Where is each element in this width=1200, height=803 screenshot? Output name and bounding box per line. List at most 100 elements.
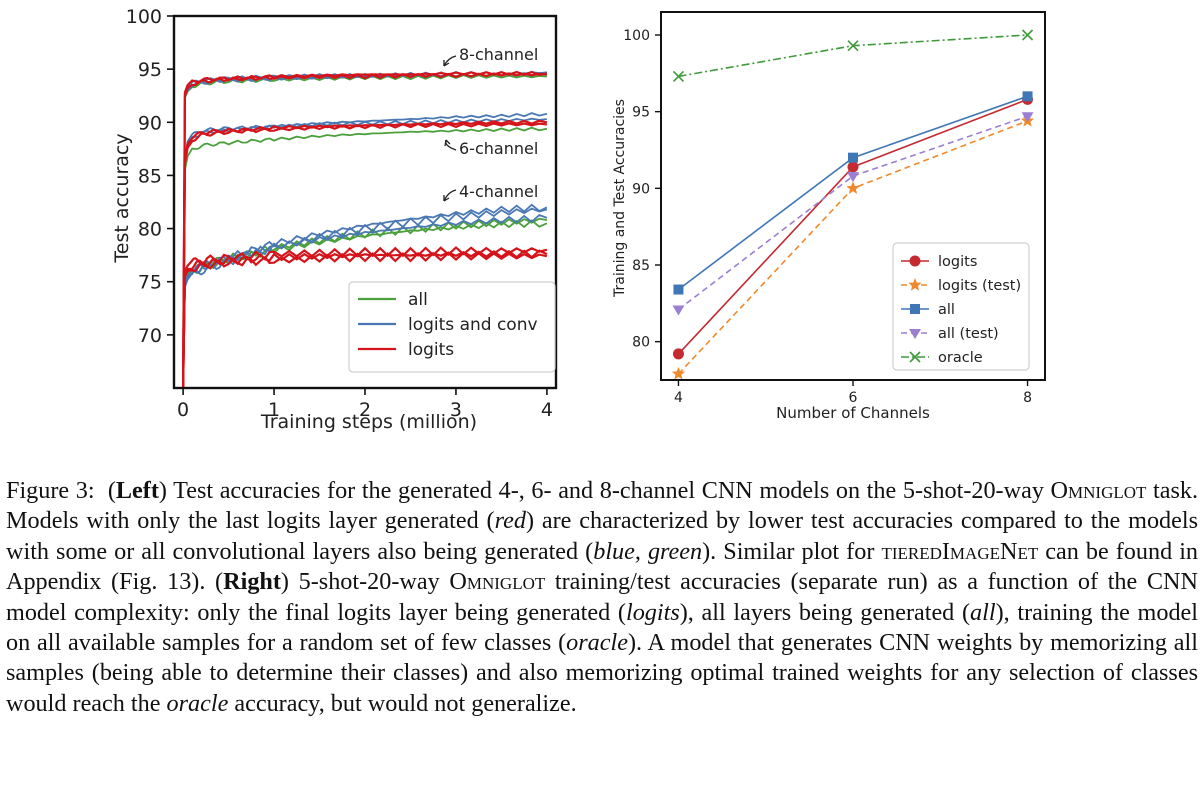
right-legend-marker-all — [910, 304, 920, 314]
left-y-ticks: 70 75 80 85 90 95 100 — [126, 6, 174, 347]
left-x-axis-label: Training steps (million) — [260, 411, 477, 433]
left-legend-label-logits: logits — [408, 340, 454, 360]
left-legend-label-all: all — [408, 290, 428, 310]
caption-dataset-tieredimagenet: tieredImageNet — [881, 537, 1039, 565]
caption-left-label: Left — [115, 477, 159, 504]
right-legend-swatches — [901, 255, 929, 363]
right-chart-panel: 80 85 90 95 100 4 6 8 Training and Test Accura… — [590, 0, 1200, 450]
figure-caption: Figure 3: (Left) Test accuracies for the… — [6, 476, 1198, 719]
right-point-oracle — [672, 70, 685, 82]
caption-left-text-3: ) are characterized by lower test accura… — [6, 507, 1198, 565]
right-legend: logits logits (test) all all (test) orac… — [892, 242, 1030, 371]
right-point-oracle — [1021, 29, 1034, 41]
left-y-tick-label: 95 — [138, 59, 162, 81]
right-legend-label-logits-test: logits (test) — [938, 278, 1021, 294]
left-y-tick-label: 85 — [138, 165, 162, 187]
annotation-label-8-channel: 8-channel — [459, 45, 538, 64]
left-y-tick-label: 75 — [138, 272, 162, 294]
left-y-tick-label: 80 — [138, 219, 162, 241]
caption-right-text-1: 5-shot-20-way — [298, 568, 440, 596]
right-y-tick-label: 95 — [632, 105, 650, 121]
left-chart: 70 75 80 85 90 95 100 0 1 2 3 4 Test accuracy Trai… — [111, 6, 558, 433]
left-x-tick-label: 3 — [450, 399, 462, 421]
annotation-label-4-channel: 4-channel — [459, 182, 538, 201]
right-point-logits-test — [846, 181, 860, 194]
caption-right-text-2: training/test accuracies (separate run) … — [6, 568, 1198, 626]
caption-right-text-4: ), training the model on all available s… — [6, 598, 1198, 657]
caption-red-word: red — [494, 507, 526, 535]
caption-oracle-word: oracle — [566, 629, 628, 657]
right-x-axis-label: Number of Channels — [776, 404, 930, 422]
right-chart: 80 85 90 95 100 4 6 8 Training and Test Accura… — [612, 11, 1046, 422]
right-legend-marker-oracle — [909, 351, 921, 363]
caption-paragraph: Figure 3: (Left) Test accuracies for the… — [6, 477, 1199, 717]
left-y-tick-label: 70 — [138, 325, 162, 347]
caption-dataset-omniglot-2: Omniglot — [449, 568, 546, 596]
right-point-all-test — [672, 305, 685, 316]
caption-left-text-2: task. Models with only the last logits l… — [6, 477, 1199, 535]
right-point-logits — [847, 161, 859, 173]
left-y-tick-label: 100 — [126, 6, 162, 28]
caption-oracle-word-2: oracle — [166, 689, 229, 717]
right-point-logits-test — [671, 366, 686, 380]
right-x-tick-label: 8 — [1023, 390, 1032, 406]
right-y-ticks: 80 85 90 95 100 — [623, 28, 661, 351]
right-x-ticks: 4 6 8 — [674, 380, 1032, 406]
left-chart-series — [182, 70, 548, 389]
right-legend-marker-logits-test — [908, 278, 922, 291]
right-point-all-test — [847, 172, 859, 183]
caption-right-text-6: accuracy, but would not generalize. — [234, 689, 577, 717]
left-y-tick-label: 90 — [138, 112, 162, 134]
right-legend-label-all: all — [938, 302, 955, 318]
left-series-4-channel-logits — [182, 246, 548, 389]
left-x-tick-label: 0 — [177, 399, 189, 421]
left-x-tick-label: 2 — [359, 399, 371, 421]
annotation-label-6-channel: 6-channel — [459, 139, 538, 158]
caption-left-text-4: ). Similar plot for — [702, 537, 875, 565]
left-y-axis-label: Test accuracy — [111, 133, 133, 263]
right-legend-box — [892, 242, 1030, 371]
right-y-tick-label: 80 — [632, 335, 650, 351]
left-x-tick-label: 4 — [541, 399, 553, 421]
right-y-tick-label: 100 — [623, 28, 650, 44]
caption-blue-green-words: blue, green — [593, 537, 703, 565]
left-x-ticks: 0 1 2 3 4 — [177, 388, 553, 421]
right-series-line-oracle — [678, 34, 1028, 78]
left-x-tick-label: 1 — [268, 399, 280, 421]
caption-right-label: Right — [223, 568, 281, 596]
left-legend: all logits and conv logits — [348, 281, 556, 373]
right-x-tick-label: 6 — [849, 390, 858, 406]
right-legend-marker-logits — [909, 255, 921, 267]
right-y-tick-label: 85 — [632, 258, 650, 274]
left-legend-label-logits-and-conv: logits and conv — [408, 315, 538, 335]
caption-left-text-5: can be found in Appendix (Fig. 13). — [6, 537, 1199, 596]
right-legend-label-all-test: all (test) — [938, 326, 999, 342]
annotation-8-channel: 8-channel — [443, 45, 538, 67]
left-series-4-channel-logits-and-conv — [182, 213, 548, 389]
right-point-all — [673, 284, 684, 295]
caption-logits-word: logits — [625, 598, 680, 626]
right-legend-label-oracle: oracle — [938, 350, 983, 366]
right-point-all — [1022, 91, 1033, 102]
right-x-tick-label: 4 — [674, 390, 683, 406]
right-point-oracle — [847, 40, 859, 52]
caption-figure-label: Figure 3: — [6, 477, 95, 504]
right-point-logits — [672, 348, 684, 360]
right-point-all — [848, 152, 858, 163]
left-chart-panel: 70 75 80 85 90 95 100 0 1 2 3 4 Test accuracy Trai… — [0, 0, 580, 450]
caption-all-word: all — [970, 598, 996, 626]
caption-right-text-5: ). A model that generates CNN weights by… — [6, 629, 1198, 717]
left-series-4-channel-logits — [182, 251, 548, 389]
left-series-6-channel-logits-and-conv — [182, 117, 547, 389]
left-legend-box — [348, 281, 556, 373]
annotation-6-channel: 6-channel — [444, 139, 538, 158]
right-y-axis-label: Training and Test Accuracies — [612, 99, 628, 298]
left-series-4-channel-logits-and-conv — [182, 207, 548, 389]
caption-left-text-1: Test accuracies for the generated 4-, 6-… — [173, 477, 1044, 504]
annotation-4-channel: 4-channel — [443, 182, 538, 202]
right-series-line-all-test — [678, 115, 1028, 311]
left-series-6-channel-all — [182, 126, 548, 389]
right-point-all-test — [1021, 112, 1034, 123]
caption-dataset-omniglot: Omniglot — [1050, 477, 1147, 504]
right-legend-label-logits: logits — [938, 254, 977, 270]
